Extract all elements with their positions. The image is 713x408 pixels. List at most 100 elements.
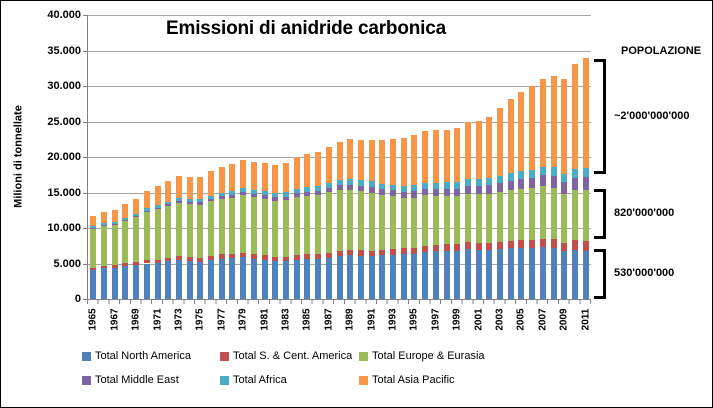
bar-segment bbox=[529, 240, 536, 249]
bar-segment bbox=[175, 198, 182, 201]
y-tick-label: 5.000 bbox=[53, 257, 81, 270]
bar-segment bbox=[208, 195, 215, 199]
population-annotation-header: POPOLAZIONE bbox=[621, 45, 702, 57]
y-tick-label: 15.000 bbox=[47, 186, 81, 199]
x-tick-label: 2005 bbox=[515, 308, 527, 331]
bar-segment bbox=[261, 254, 268, 260]
bar-segment bbox=[390, 196, 396, 249]
legend-item: Total North America bbox=[82, 350, 191, 362]
y-axis-line bbox=[87, 15, 88, 300]
bar-segment bbox=[486, 193, 493, 243]
bar-segment bbox=[464, 193, 471, 243]
bar-segment bbox=[218, 258, 225, 299]
bar-segment bbox=[282, 256, 289, 262]
x-tick-label: 1967 bbox=[109, 308, 121, 331]
x-tick-label: 2003 bbox=[494, 308, 506, 331]
bar-segment bbox=[507, 241, 514, 249]
bar-segment bbox=[464, 185, 471, 194]
bar-segment bbox=[165, 205, 172, 258]
bar-segment bbox=[293, 197, 300, 255]
bar-segment bbox=[475, 121, 482, 180]
bar-segment bbox=[571, 240, 578, 250]
bar-segment bbox=[347, 184, 354, 190]
bar-segment bbox=[582, 190, 589, 241]
y-tick-label: 35.000 bbox=[47, 44, 81, 57]
bar-segment bbox=[90, 228, 97, 268]
bar-segment bbox=[357, 180, 364, 186]
bar-segment bbox=[186, 257, 193, 261]
bar-segment bbox=[282, 200, 289, 257]
x-tick-label: 1999 bbox=[451, 308, 463, 331]
bar-segment bbox=[336, 190, 343, 251]
legend-swatch bbox=[359, 351, 368, 361]
bar-segment bbox=[347, 189, 354, 251]
bar-segment bbox=[293, 157, 300, 189]
bar-segment bbox=[218, 199, 225, 255]
bar-segment bbox=[122, 204, 129, 218]
bar-segment bbox=[561, 251, 568, 299]
bar-segment bbox=[550, 239, 557, 249]
bar-segment bbox=[550, 187, 557, 240]
bar-segment bbox=[507, 98, 514, 174]
bar-segment bbox=[154, 205, 161, 208]
population-bracket-label: 530'000'000 bbox=[614, 266, 675, 279]
bar-segment bbox=[497, 249, 504, 299]
x-tick-label: 1979 bbox=[237, 308, 249, 331]
bar-segment bbox=[197, 177, 204, 200]
bar-segment bbox=[186, 201, 193, 204]
bar-segment bbox=[304, 195, 311, 255]
bar-segment bbox=[390, 139, 396, 185]
bar-segment bbox=[197, 199, 204, 203]
bar-segment bbox=[197, 261, 204, 299]
bar-segment bbox=[390, 190, 396, 197]
x-tick-label: 1995 bbox=[408, 308, 420, 331]
bar-segment bbox=[304, 153, 311, 187]
bar-segment bbox=[165, 201, 172, 205]
x-tick-label: 1993 bbox=[387, 308, 399, 331]
bar-segment bbox=[497, 108, 504, 177]
x-tick-label: 1975 bbox=[194, 308, 206, 331]
x-tick-label: 1971 bbox=[152, 308, 164, 331]
bar-segment bbox=[454, 188, 461, 197]
bar-segment bbox=[454, 181, 461, 189]
bar-segment bbox=[379, 140, 386, 184]
bar-segment bbox=[282, 261, 289, 299]
x-tick-label: 1983 bbox=[280, 308, 292, 331]
bar-segment bbox=[582, 168, 589, 178]
bar-segment bbox=[571, 250, 578, 299]
bar-segment bbox=[475, 194, 482, 244]
bar-segment bbox=[432, 129, 439, 183]
bar-segment bbox=[507, 248, 514, 299]
legend-item: Total Africa bbox=[220, 374, 287, 386]
gridline bbox=[88, 86, 591, 87]
bar-segment bbox=[422, 131, 429, 183]
bar-segment bbox=[315, 190, 322, 196]
bar-segment bbox=[272, 256, 279, 262]
bar-segment bbox=[229, 190, 236, 195]
y-tick-mark bbox=[83, 86, 87, 87]
bar-segment bbox=[454, 250, 461, 299]
bar-segment bbox=[368, 250, 375, 257]
bar-segment bbox=[133, 264, 140, 299]
bar-segment bbox=[443, 129, 450, 183]
bar-segment bbox=[122, 220, 129, 264]
bar-segment bbox=[379, 183, 386, 190]
bar-segment bbox=[90, 267, 97, 270]
bar-segment bbox=[357, 255, 364, 299]
bar-segment bbox=[122, 219, 129, 221]
bar-segment bbox=[411, 197, 418, 248]
bar-segment bbox=[101, 225, 108, 227]
bar-segment bbox=[101, 268, 108, 299]
y-tick-mark bbox=[83, 299, 87, 300]
bar-segment bbox=[357, 139, 364, 181]
bar-segment bbox=[336, 141, 343, 180]
y-tick-mark bbox=[83, 263, 87, 265]
bar-segment bbox=[539, 186, 546, 239]
bar-segment bbox=[90, 215, 97, 227]
bar-segment bbox=[347, 139, 354, 180]
bar-segment bbox=[518, 247, 525, 299]
bar-segment bbox=[154, 209, 161, 260]
bar-segment bbox=[539, 175, 546, 187]
legend-label: Total Asia Pacific bbox=[372, 374, 455, 386]
bar-segment bbox=[411, 191, 418, 198]
